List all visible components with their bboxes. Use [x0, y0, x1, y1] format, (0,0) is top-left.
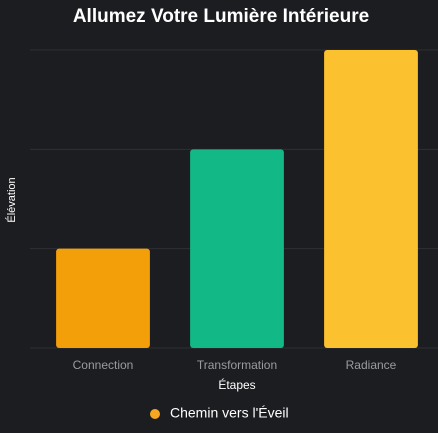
x-tick-label: Connection	[73, 358, 134, 372]
bar	[56, 248, 150, 348]
bar	[190, 149, 284, 348]
chart-title: Allumez Votre Lumière Intérieure	[73, 6, 369, 27]
x-axis-label: Étapes	[218, 377, 255, 392]
legend-marker	[150, 409, 160, 419]
bar	[324, 50, 418, 348]
y-axis-label: Élévation	[5, 177, 18, 222]
x-tick-label: Transformation	[197, 358, 277, 372]
x-tick-label: Radiance	[346, 358, 397, 372]
legend-label: Chemin vers l'Éveil	[170, 405, 289, 421]
